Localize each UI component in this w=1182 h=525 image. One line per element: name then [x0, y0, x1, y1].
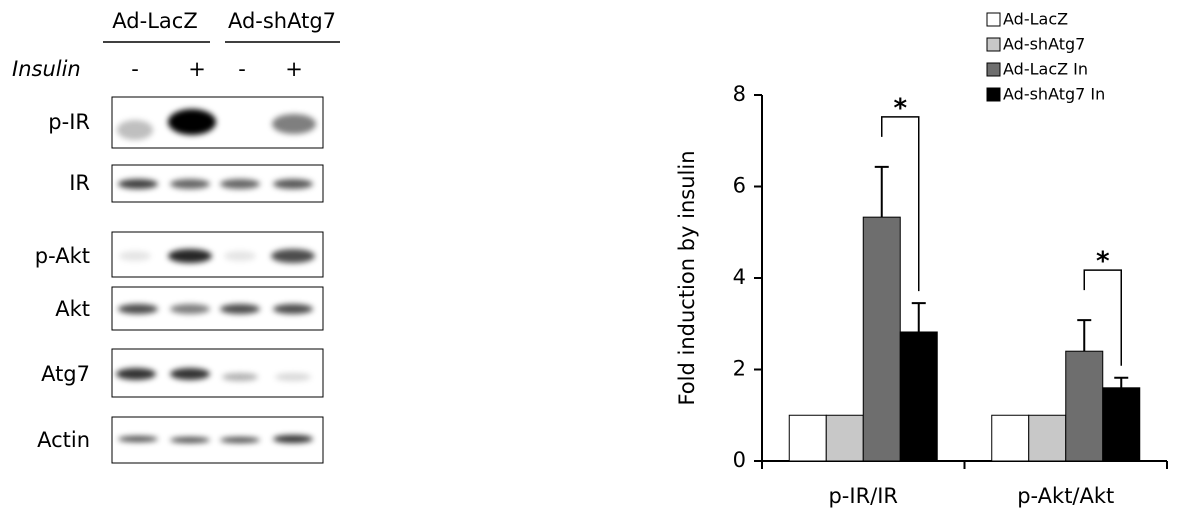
- figure: Ad-LacZ Ad-shAtg7 Insulin - + - + p-IR I…: [0, 0, 1182, 525]
- y-axis-title: Fold induction by insulin: [675, 150, 699, 405]
- bar: [789, 415, 826, 461]
- group-label: Ad-shAtg7: [228, 9, 336, 33]
- legend-swatch: [987, 88, 1000, 101]
- bar: [900, 332, 937, 461]
- row-label: p-Akt: [35, 244, 90, 268]
- x-tick-label: p-IR/IR: [828, 484, 898, 508]
- error-bar: [875, 167, 889, 217]
- y-tick-label: 6: [733, 174, 746, 198]
- lane-label: -: [238, 57, 246, 81]
- row-label: Actin: [37, 428, 90, 452]
- y-tick-label: 8: [733, 82, 746, 106]
- row-label: Akt: [55, 297, 90, 321]
- row-label: IR: [69, 171, 90, 195]
- y-tick-label: 0: [733, 448, 746, 472]
- error-bar: [1114, 378, 1128, 388]
- bar: [1066, 351, 1103, 461]
- lane-label: +: [188, 57, 206, 81]
- treatment-label: Insulin: [12, 57, 81, 81]
- x-tick-label: p-Akt/Akt: [1017, 484, 1114, 508]
- bar: [1103, 388, 1140, 461]
- significance-label: *: [893, 93, 907, 123]
- y-tick-label: 4: [733, 265, 746, 289]
- error-bar: [1077, 320, 1091, 351]
- lane-label: -: [131, 57, 139, 81]
- legend-label: Ad-LacZ In: [1003, 60, 1088, 79]
- group-label: Ad-LacZ: [112, 9, 197, 33]
- legend-label: Ad-LacZ: [1003, 10, 1068, 29]
- bar: [863, 217, 900, 461]
- bar: [826, 415, 863, 461]
- legend-label: Ad-shAtg7 In: [1003, 85, 1105, 104]
- legend-swatch: [987, 38, 1000, 51]
- bar: [992, 415, 1029, 461]
- significance-label: *: [1096, 247, 1110, 277]
- y-tick-label: 2: [733, 357, 746, 381]
- legend-label: Ad-shAtg7: [1003, 35, 1085, 54]
- row-label: Atg7: [41, 362, 90, 386]
- western-blot: Ad-LacZ Ad-shAtg7 Insulin - + - + p-IR I…: [12, 9, 340, 463]
- legend-swatch: [987, 13, 1000, 26]
- error-bar: [912, 303, 926, 332]
- bar: [1029, 415, 1066, 461]
- legend-swatch: [987, 63, 1000, 76]
- lane-label: +: [285, 57, 303, 81]
- row-label: p-IR: [48, 110, 90, 134]
